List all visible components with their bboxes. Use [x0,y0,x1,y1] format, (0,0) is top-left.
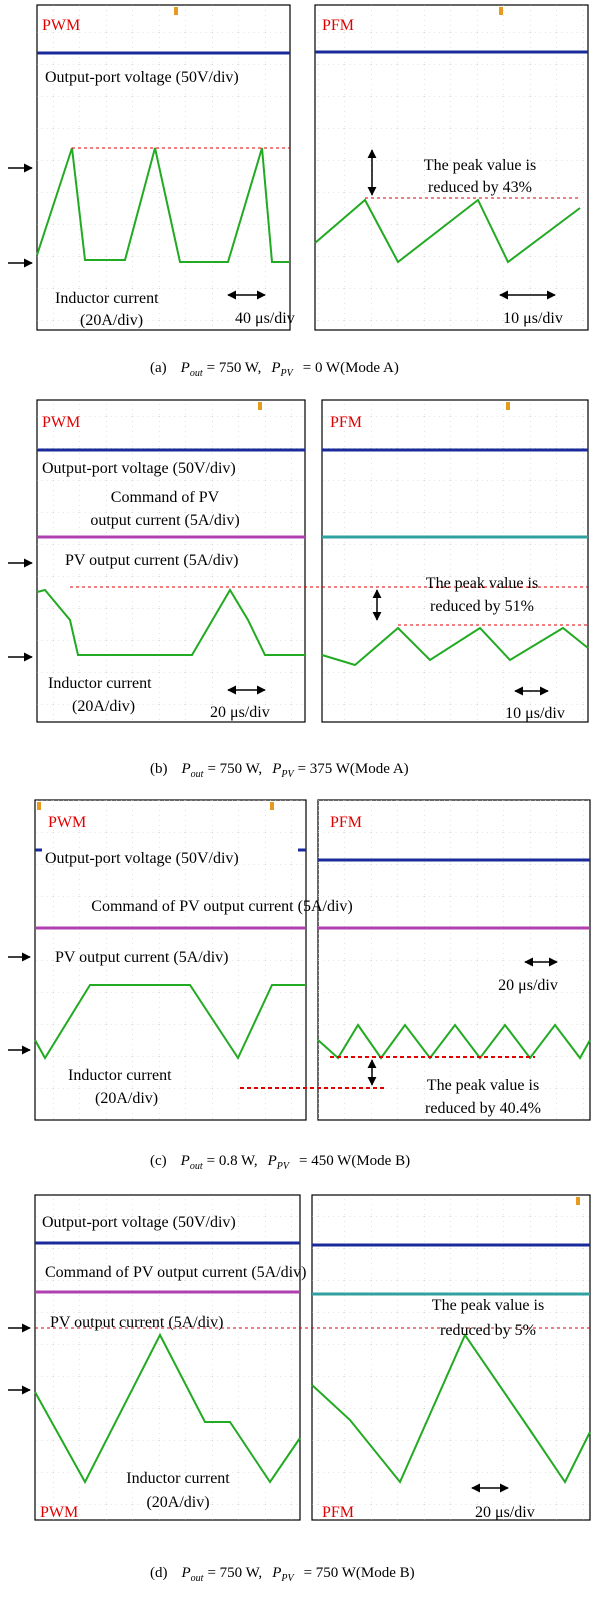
caption-part: = 750 W(Mode B) [304,1565,415,1581]
caption-part: P [180,1153,190,1169]
voltage-label: Output-port voltage (50V/div) [42,460,236,477]
panel-a: PWM Output-port voltage (50V/div) Induct… [8,5,588,379]
caption-part: PV [280,769,295,780]
caption-part: (d) [150,1565,168,1581]
panel-d: Output-port voltage (50V/div) Command of… [8,1195,590,1584]
panel-b: PWM Output-port voltage (50V/div) Comman… [8,400,588,780]
panel-c: PWM Output-port voltage (50V/div) Comman… [8,800,590,1172]
peak-note: The peak value is [427,1077,539,1094]
voltage-label: Output-port voltage (50V/div) [45,69,239,86]
caption-part: P [271,761,281,777]
peak-note: reduced by 51% [430,598,534,615]
inductor-label: Inductor current [126,1470,230,1487]
peak-note: The peak value is [432,1297,544,1314]
inductor-label: Inductor current [68,1067,172,1084]
figure: PWM Output-port voltage (50V/div) Induct… [0,0,611,1622]
time-scale: 40 μs/div [235,310,295,327]
mode-label: PFM [322,1504,354,1521]
caption: (c)Pout= 0.8 W,PPV= 450 W(Mode B) [150,1153,410,1172]
caption-part: P [267,1153,277,1169]
mode-label: PWM [42,17,80,34]
caption-part: PV [280,1573,295,1584]
peak-note: The peak value is [424,157,536,174]
inductor-scale: (20A/div) [72,698,135,715]
caption-part: PV [280,368,295,379]
inductor-scale: (20A/div) [146,1494,209,1511]
mode-label: PWM [40,1504,78,1521]
pv-label: PV output current (5A/div) [55,949,228,966]
caption-part: PV [276,1161,291,1172]
caption-part: = 0.8 W, [207,1153,258,1169]
command-label: Command of PV output current (5A/div) [91,898,352,915]
caption-part: out [190,1161,203,1172]
time-scale: 10 μs/div [503,310,563,327]
time-scale: 20 μs/div [475,1504,535,1521]
caption-part: = 450 W(Mode B) [299,1153,410,1169]
command-label: Command of PV output current (5A/div) [45,1264,306,1281]
command-label: output current (5A/div) [90,512,239,529]
mode-label: PFM [330,414,362,431]
caption-part: (a) [150,360,167,376]
caption-part: P [180,360,190,376]
peak-note: reduced by 5% [440,1322,536,1339]
caption: (b)Pout= 750 W,PPV= 375 W(Mode A) [150,761,409,780]
caption: (a)Pout= 750 W,PPV= 0 W(Mode A) [150,360,399,379]
caption-part: P [270,360,280,376]
command-label: Command of PV [111,489,220,506]
mode-label: PFM [330,814,362,831]
caption-part: = 750 W, [207,1565,262,1581]
peak-note: reduced by 43% [428,179,532,196]
voltage-label: Output-port voltage (50V/div) [45,850,239,867]
peak-note: reduced by 40.4% [425,1100,541,1117]
caption-part: P [181,1565,191,1581]
time-scale: 20 μs/div [210,704,270,721]
mode-label: PWM [48,814,86,831]
caption-part: out [190,368,203,379]
inductor-label: Inductor current [55,290,159,307]
pv-label: PV output current (5A/div) [50,1314,223,1331]
caption-part: P [181,761,191,777]
caption-part: = 750 W, [207,761,262,777]
time-scale: 10 μs/div [505,705,565,722]
caption-part: = 750 W, [207,360,262,376]
pv-label: PV output current (5A/div) [65,552,238,569]
caption-part: = 0 W(Mode A) [303,360,399,376]
voltage-label: Output-port voltage (50V/div) [42,1214,236,1231]
caption: (d)Pout= 750 W,PPV= 750 W(Mode B) [150,1565,415,1584]
caption-part: = 375 W(Mode A) [298,761,409,777]
inductor-scale: (20A/div) [80,312,143,329]
caption-part: (c) [150,1153,167,1169]
inductor-label: Inductor current [48,675,152,692]
mode-label: PWM [42,414,80,431]
caption-part: (b) [150,761,168,777]
time-scale: 20 μs/div [498,977,558,994]
caption-part: out [191,1573,204,1584]
mode-label: PFM [322,17,354,34]
caption-part: P [271,1565,281,1581]
caption-part: out [191,769,204,780]
peak-note: The peak value is [426,575,538,592]
inductor-scale: (20A/div) [95,1090,158,1107]
